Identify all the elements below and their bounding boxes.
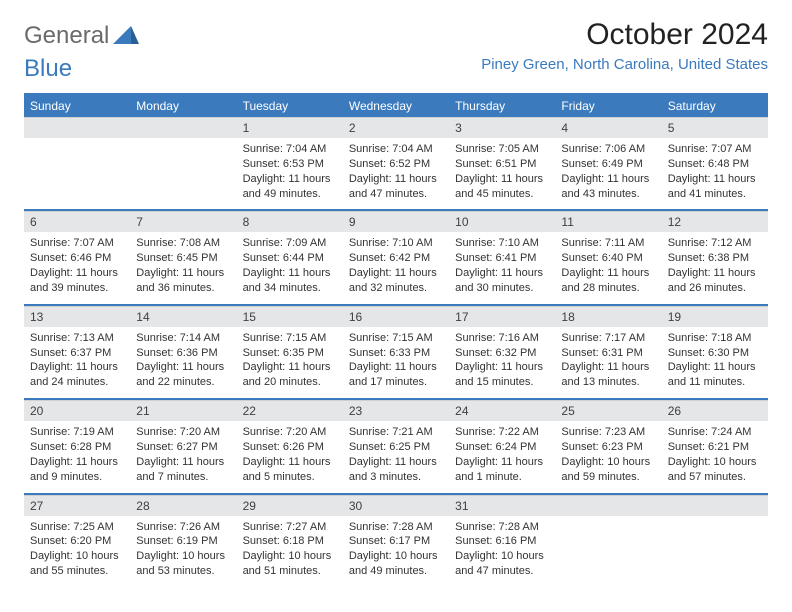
calendar-daynum-cell: 20 (24, 400, 130, 421)
calendar-content-cell: Sunrise: 7:28 AMSunset: 6:17 PMDaylight:… (343, 516, 449, 587)
calendar-content-cell: Sunrise: 7:23 AMSunset: 6:23 PMDaylight:… (555, 421, 661, 492)
calendar-content-cell: Sunrise: 7:04 AMSunset: 6:52 PMDaylight:… (343, 138, 449, 209)
calendar-daynum-cell: 21 (130, 400, 236, 421)
calendar-header-cell: Friday (555, 95, 661, 117)
calendar-content-cell: Sunrise: 7:13 AMSunset: 6:37 PMDaylight:… (24, 327, 130, 398)
calendar-daynum-cell: 14 (130, 306, 236, 327)
calendar-content-cell: Sunrise: 7:07 AMSunset: 6:46 PMDaylight:… (24, 232, 130, 303)
calendar-content-cell: Sunrise: 7:07 AMSunset: 6:48 PMDaylight:… (662, 138, 768, 209)
calendar-content-cell: Sunrise: 7:24 AMSunset: 6:21 PMDaylight:… (662, 421, 768, 492)
calendar-daynum-cell: 19 (662, 306, 768, 327)
calendar: SundayMondayTuesdayWednesdayThursdayFrid… (24, 93, 768, 587)
calendar-daynum-cell: 4 (555, 117, 661, 138)
calendar-daynum-cell: 6 (24, 211, 130, 232)
calendar-daynum-cell: 17 (449, 306, 555, 327)
calendar-daynum-cell (130, 117, 236, 138)
calendar-content-cell: Sunrise: 7:15 AMSunset: 6:33 PMDaylight:… (343, 327, 449, 398)
calendar-daynum-cell: 22 (237, 400, 343, 421)
calendar-daynum-cell: 10 (449, 211, 555, 232)
calendar-daynum-cell: 27 (24, 495, 130, 516)
calendar-content-cell: Sunrise: 7:27 AMSunset: 6:18 PMDaylight:… (237, 516, 343, 587)
calendar-daynum-cell: 13 (24, 306, 130, 327)
calendar-content-cell: Sunrise: 7:25 AMSunset: 6:20 PMDaylight:… (24, 516, 130, 587)
calendar-content-cell: Sunrise: 7:20 AMSunset: 6:27 PMDaylight:… (130, 421, 236, 492)
calendar-content-cell: Sunrise: 7:18 AMSunset: 6:30 PMDaylight:… (662, 327, 768, 398)
calendar-daynum-cell (24, 117, 130, 138)
title-block: October 2024 Piney Green, North Carolina… (481, 18, 768, 73)
calendar-header-cell: Sunday (24, 95, 130, 117)
calendar-content-cell: Sunrise: 7:17 AMSunset: 6:31 PMDaylight:… (555, 327, 661, 398)
calendar-daynum-cell: 7 (130, 211, 236, 232)
calendar-content-cell: Sunrise: 7:28 AMSunset: 6:16 PMDaylight:… (449, 516, 555, 587)
calendar-daynum-cell: 26 (662, 400, 768, 421)
calendar-daynum-cell: 2 (343, 117, 449, 138)
calendar-header-cell: Monday (130, 95, 236, 117)
calendar-content-cell: Sunrise: 7:10 AMSunset: 6:41 PMDaylight:… (449, 232, 555, 303)
calendar-daynum-cell: 23 (343, 400, 449, 421)
calendar-content-cell: Sunrise: 7:22 AMSunset: 6:24 PMDaylight:… (449, 421, 555, 492)
calendar-daynum-cell (555, 495, 661, 516)
calendar-content-cell: Sunrise: 7:14 AMSunset: 6:36 PMDaylight:… (130, 327, 236, 398)
calendar-content-cell (555, 516, 661, 587)
calendar-header-cell: Thursday (449, 95, 555, 117)
calendar-content-cell: Sunrise: 7:12 AMSunset: 6:38 PMDaylight:… (662, 232, 768, 303)
calendar-content-cell: Sunrise: 7:19 AMSunset: 6:28 PMDaylight:… (24, 421, 130, 492)
calendar-daynum-cell: 11 (555, 211, 661, 232)
calendar-daynum-cell: 24 (449, 400, 555, 421)
calendar-header-cell: Saturday (662, 95, 768, 117)
calendar-content-cell: Sunrise: 7:20 AMSunset: 6:26 PMDaylight:… (237, 421, 343, 492)
calendar-content-cell (130, 138, 236, 209)
calendar-content-cell: Sunrise: 7:10 AMSunset: 6:42 PMDaylight:… (343, 232, 449, 303)
brand-text-blue: Blue (24, 55, 72, 82)
location-subtitle: Piney Green, North Carolina, United Stat… (481, 56, 768, 73)
calendar-daynum-cell: 12 (662, 211, 768, 232)
calendar-header-row: SundayMondayTuesdayWednesdayThursdayFrid… (24, 95, 768, 117)
calendar-body: 12345Sunrise: 7:04 AMSunset: 6:53 PMDayl… (24, 117, 768, 587)
calendar-daynum-cell: 28 (130, 495, 236, 516)
calendar-daynum-cell: 9 (343, 211, 449, 232)
calendar-daynum-cell: 25 (555, 400, 661, 421)
calendar-content-cell: Sunrise: 7:05 AMSunset: 6:51 PMDaylight:… (449, 138, 555, 209)
month-title: October 2024 (481, 18, 768, 52)
calendar-daynum-cell: 31 (449, 495, 555, 516)
calendar-content-cell: Sunrise: 7:16 AMSunset: 6:32 PMDaylight:… (449, 327, 555, 398)
calendar-content-cell: Sunrise: 7:26 AMSunset: 6:19 PMDaylight:… (130, 516, 236, 587)
calendar-content-cell: Sunrise: 7:15 AMSunset: 6:35 PMDaylight:… (237, 327, 343, 398)
calendar-daynum-cell: 16 (343, 306, 449, 327)
brand-logo: General (24, 22, 141, 50)
calendar-daynum-cell: 30 (343, 495, 449, 516)
calendar-content-cell: Sunrise: 7:04 AMSunset: 6:53 PMDaylight:… (237, 138, 343, 209)
calendar-content-cell: Sunrise: 7:06 AMSunset: 6:49 PMDaylight:… (555, 138, 661, 209)
calendar-content-cell: Sunrise: 7:21 AMSunset: 6:25 PMDaylight:… (343, 421, 449, 492)
calendar-daynum-cell: 3 (449, 117, 555, 138)
calendar-daynum-cell: 15 (237, 306, 343, 327)
calendar-header-cell: Wednesday (343, 95, 449, 117)
calendar-content-cell: Sunrise: 7:11 AMSunset: 6:40 PMDaylight:… (555, 232, 661, 303)
calendar-daynum-cell: 18 (555, 306, 661, 327)
calendar-daynum-cell: 5 (662, 117, 768, 138)
calendar-daynum-cell: 29 (237, 495, 343, 516)
calendar-daynum-cell: 1 (237, 117, 343, 138)
calendar-content-cell: Sunrise: 7:09 AMSunset: 6:44 PMDaylight:… (237, 232, 343, 303)
calendar-daynum-cell: 8 (237, 211, 343, 232)
brand-triangle-icon (113, 24, 139, 49)
calendar-content-cell (24, 138, 130, 209)
calendar-header-cell: Tuesday (237, 95, 343, 117)
calendar-content-cell: Sunrise: 7:08 AMSunset: 6:45 PMDaylight:… (130, 232, 236, 303)
brand-text-general: General (24, 22, 109, 50)
calendar-daynum-cell (662, 495, 768, 516)
calendar-content-cell (662, 516, 768, 587)
